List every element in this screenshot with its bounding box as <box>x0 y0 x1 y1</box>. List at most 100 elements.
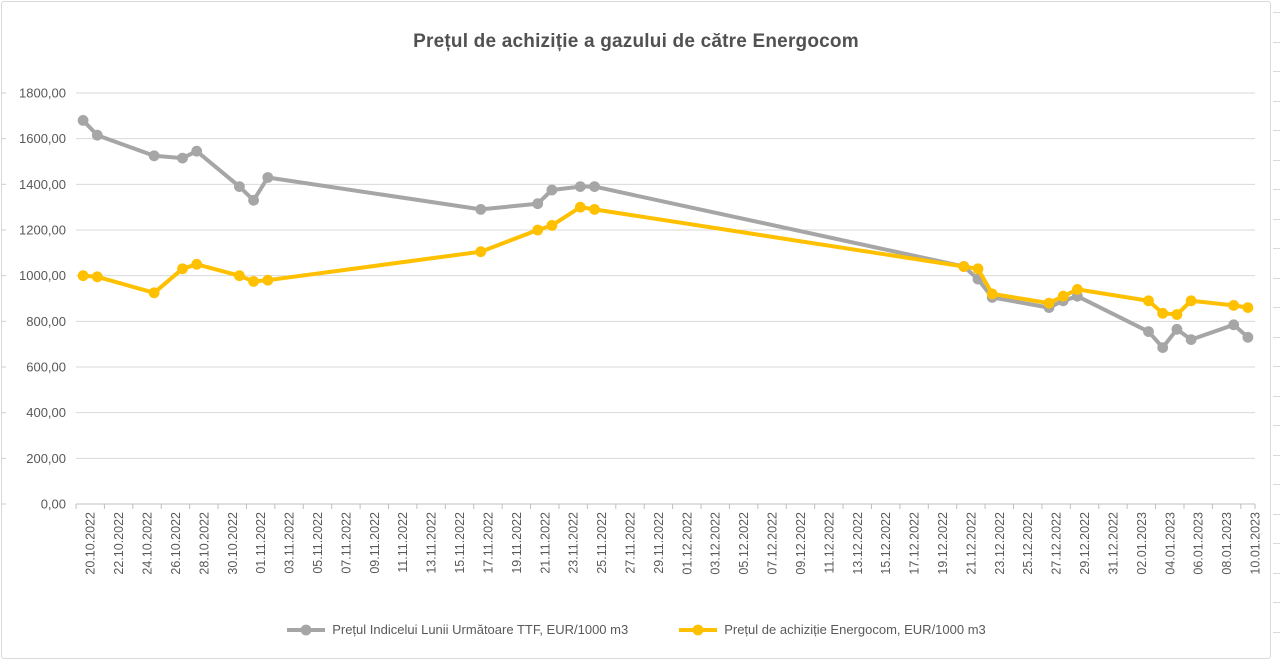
chart-title: Prețul de achiziție a gazului de către E… <box>413 31 859 52</box>
data-point-energocom <box>546 220 558 231</box>
legend-label-energocom: Prețul de achiziție Energocom, EUR/1000 … <box>724 622 986 637</box>
sheet-row-gridline <box>1273 543 1280 544</box>
y-axis-label: 200,00 <box>26 451 66 466</box>
x-axis-label: 01.11.2022 <box>254 512 268 574</box>
sheet-row-gridline <box>1273 71 1280 72</box>
data-point-energocom <box>532 224 544 236</box>
data-point-energocom <box>1072 284 1083 295</box>
sheet-row-gridline <box>1273 159 1280 161</box>
x-axis-label: 29.12.2022 <box>1078 512 1092 575</box>
sheet-row-gridline <box>1273 454 1280 456</box>
sheet-row-gridline <box>1273 307 1280 308</box>
data-point-ttf <box>91 129 103 141</box>
y-axis-label: 1400,00 <box>19 177 66 192</box>
x-axis-label: 05.11.2022 <box>311 512 325 574</box>
sheet-row-gridline <box>1273 572 1280 574</box>
data-point-ttf <box>532 198 544 210</box>
data-point-ttf <box>1157 342 1169 353</box>
y-axis-label: 1200,00 <box>19 223 66 238</box>
y-axis-label: 1800,00 <box>19 86 66 101</box>
legend-marker-ttf-icon <box>287 624 326 635</box>
y-axis-label: 1600,00 <box>19 131 66 146</box>
y-axis-label: 400,00 <box>26 405 66 420</box>
data-point-ttf <box>177 152 188 164</box>
x-axis-label: 17.11.2022 <box>481 512 495 574</box>
legend-item-energocom: Prețul de achiziție Energocom, EUR/1000 … <box>678 622 986 637</box>
chart-legend: Prețul Indicelui Lunii Următoare TTF, EU… <box>0 622 1272 637</box>
x-axis-label: 11.12.2022 <box>822 512 836 574</box>
x-axis-label: 25.12.2022 <box>1021 512 1035 575</box>
data-point-energocom <box>177 263 188 275</box>
data-point-ttf <box>1228 319 1240 331</box>
data-point-energocom <box>475 246 487 258</box>
sheet-row-gridline <box>1273 277 1280 279</box>
x-axis-label: 13.12.2022 <box>851 512 865 575</box>
data-point-ttf <box>546 184 558 196</box>
data-point-ttf <box>248 194 259 206</box>
x-axis-label: 21.12.2022 <box>964 512 978 575</box>
x-axis-label: 08.01.2023 <box>1220 512 1234 575</box>
data-point-energocom <box>1043 297 1055 309</box>
data-point-ttf <box>475 204 487 215</box>
sheet-row-gridline <box>1273 602 1280 603</box>
x-axis-label: 05.12.2022 <box>737 512 751 575</box>
x-axis-label: 27.12.2022 <box>1050 512 1064 575</box>
data-point-ttf <box>191 145 203 157</box>
x-axis-label: 25.11.2022 <box>595 512 609 574</box>
sheet-row-gridline <box>1273 130 1280 131</box>
x-axis-label: 17.12.2022 <box>908 512 922 575</box>
x-axis-label: 22.10.2022 <box>112 512 126 575</box>
sheet-row-gridline <box>1273 41 1280 43</box>
data-point-energocom <box>234 270 245 282</box>
data-point-energocom <box>1171 309 1183 320</box>
data-point-ttf <box>77 115 89 126</box>
data-point-energocom <box>972 263 984 275</box>
x-axis-label: 10.01.2023 <box>1249 512 1263 575</box>
data-point-ttf <box>148 150 160 162</box>
x-axis-label: 09.11.2022 <box>368 512 382 574</box>
data-point-energocom <box>148 287 160 299</box>
data-point-energocom <box>1057 290 1069 302</box>
x-axis-label: 13.11.2022 <box>425 512 439 574</box>
data-point-energocom <box>589 204 600 215</box>
spreadsheet-edge-gridlines <box>1273 0 1280 662</box>
data-point-ttf <box>574 181 586 193</box>
data-point-ttf <box>234 181 245 193</box>
y-axis-label: 0,00 <box>41 497 66 512</box>
data-point-energocom <box>1228 300 1240 311</box>
data-point-ttf <box>1171 323 1183 335</box>
legend-item-ttf: Prețul Indicelui Lunii Următoare TTF, EU… <box>286 622 628 637</box>
x-axis-label: 26.10.2022 <box>169 512 183 575</box>
data-point-energocom <box>986 288 998 300</box>
data-point-energocom <box>91 271 103 283</box>
data-point-energocom <box>262 274 274 286</box>
data-point-energocom <box>958 261 970 272</box>
data-point-ttf <box>262 172 274 183</box>
sheet-row-gridline <box>1273 12 1280 13</box>
data-point-energocom <box>1242 302 1254 313</box>
x-axis-label: 06.01.2023 <box>1192 512 1206 575</box>
x-axis-label: 29.11.2022 <box>652 512 666 574</box>
x-axis-label: 15.11.2022 <box>453 512 467 574</box>
data-point-energocom <box>1143 295 1154 307</box>
sheet-row-gridline <box>1273 631 1280 633</box>
sheet-row-gridline <box>1273 248 1280 249</box>
x-axis-label: 28.10.2022 <box>197 512 211 575</box>
y-axis-label: 800,00 <box>26 314 66 329</box>
x-axis-label: 19.11.2022 <box>510 512 524 574</box>
x-axis-label: 15.12.2022 <box>879 512 893 575</box>
sheet-row-gridline <box>1273 189 1280 190</box>
sheet-row-gridline <box>1273 336 1280 338</box>
x-axis-label: 31.12.2022 <box>1106 512 1120 575</box>
x-axis-label: 09.12.2022 <box>794 512 808 575</box>
x-axis-label: 03.11.2022 <box>283 512 297 574</box>
sheet-row-gridline <box>1273 513 1280 515</box>
data-point-ttf <box>1143 326 1154 337</box>
y-axis-label: 600,00 <box>26 360 66 375</box>
data-point-energocom <box>1157 307 1169 319</box>
data-point-energocom <box>77 270 89 282</box>
data-point-energocom <box>248 276 259 287</box>
x-axis-label: 07.12.2022 <box>766 512 780 575</box>
